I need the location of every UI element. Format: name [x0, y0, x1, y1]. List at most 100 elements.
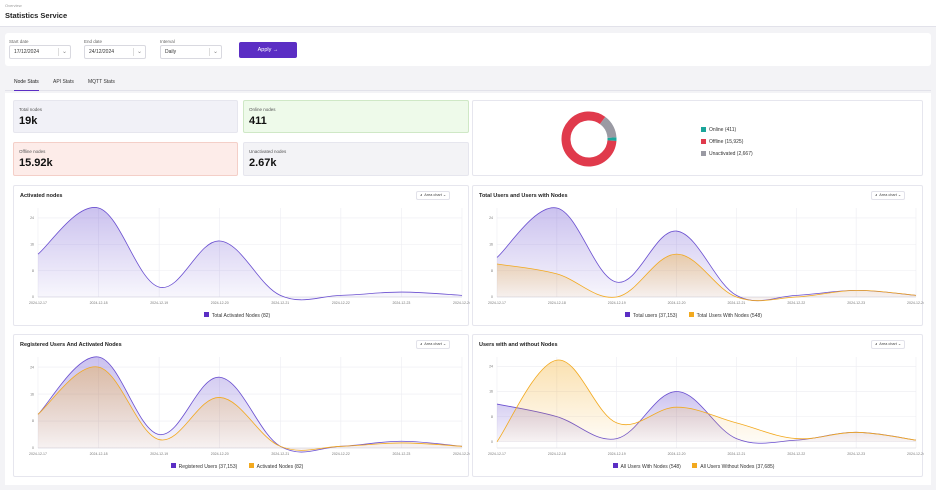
series-area [38, 366, 462, 451]
chart-icon: ◕ [420, 342, 423, 346]
start-date-label: Start date [9, 39, 29, 44]
legend-item-online[interactable]: Online (411) [701, 124, 753, 136]
x-tick-label: 2024-12-18 [90, 301, 108, 305]
online-nodes-card: Online nodes 411 [243, 100, 469, 133]
y-tick-label: 16 [30, 392, 34, 396]
x-tick-label: 2024-12-18 [90, 452, 108, 456]
tab-api-stats[interactable]: API Stats [53, 79, 74, 85]
apply-button[interactable]: Apply → [239, 42, 297, 58]
unactivated-nodes-card: Unactivated nodes 2.67k [243, 142, 469, 176]
x-tick-label: 2024-12-23 [392, 452, 410, 456]
y-tick-label: 8 [491, 415, 493, 419]
series-line[interactable] [37, 366, 463, 451]
legend-item[interactable]: All Users Without Nodes (37,685) [692, 463, 775, 470]
registered-users-card: Registered Users And Activated Nodes ◕ Ar… [13, 334, 470, 477]
node-status-donut-card: Online (411) Offline (15,925) Unactivate… [472, 100, 923, 176]
chart-type-select[interactable]: ◕ Area chart ⌄ [416, 191, 451, 200]
chart-legend: Total users (37,153) Total Users With No… [473, 312, 924, 319]
series-line[interactable] [37, 356, 463, 453]
total-users-chart: 0 8 16 24 2024-12-17 2024-12-18 2024-12-19 2024… [488, 207, 924, 305]
tab-node-stats[interactable]: Node Stats [14, 79, 39, 91]
page-header: Overview Statistics Service [0, 0, 936, 27]
unactivated-nodes-value: 2.67k [249, 157, 277, 169]
x-tick-label: 2024-12-20 [668, 452, 686, 456]
series-area [497, 359, 916, 442]
x-tick-label: 2024-12-22 [787, 301, 805, 305]
x-tick-label: 2024-12-17 [29, 301, 47, 305]
legend-label: Total Activated Nodes (82) [211, 312, 271, 319]
node-stats-panel: Total nodes 19k Online nodes 411 Offline… [5, 93, 931, 485]
interval-select[interactable]: Daily ⌄ [160, 45, 222, 59]
series-line[interactable] [37, 207, 463, 301]
legend-label: Activated Nodes (82) [256, 463, 304, 470]
chart-title: Total Users and Users with Nodes [479, 193, 568, 199]
x-tick-label: 2024-12-17 [488, 452, 506, 456]
x-tick-label: 2024-12-20 [668, 301, 686, 305]
legend-swatch [625, 312, 631, 317]
activated-nodes-chart: 0 8 16 24 2024-12-17 2024-12-18 2024-12-19 2024… [29, 207, 470, 305]
legend-label: All Users Without Nodes (37,685) [700, 463, 775, 470]
series-line[interactable] [496, 207, 917, 302]
x-tick-label: 2024-12-19 [608, 452, 626, 456]
legend-item[interactable]: Activated Nodes (82) [248, 463, 304, 470]
legend-item-offline[interactable]: Offline (15,925) [701, 136, 753, 148]
chart-type-select[interactable]: ◕ Area chart ⌄ [416, 340, 451, 349]
legend-label: Total Users With Nodes (548) [696, 312, 762, 319]
tab-mqtt-stats[interactable]: MQTT Stats [88, 79, 115, 85]
chart-title: Users with and without Nodes [479, 342, 558, 348]
x-tick-label: 2024-12-22 [787, 452, 805, 456]
series-line[interactable] [496, 253, 917, 302]
online-nodes-label: Online nodes [249, 107, 276, 112]
users-with-without-nodes-chart: 0 8 16 24 2024-12-17 2024-12-18 2024-12-19 2024… [488, 357, 924, 456]
chart-type-select[interactable]: ◕ Area chart ⌄ [871, 340, 906, 349]
legend-item[interactable]: Total Users With Nodes (548) [688, 312, 762, 319]
donut-slice-offline[interactable] [561, 111, 617, 167]
online-nodes-value: 411 [249, 115, 267, 127]
series-line[interactable] [496, 359, 917, 442]
legend-swatch [688, 312, 694, 317]
x-tick-label: 2024-12-22 [332, 301, 350, 305]
start-date-select[interactable]: 17/12/2024 ⌄ [9, 45, 71, 59]
legend-item-unactivated[interactable]: Unactivated (2,667) [701, 148, 753, 160]
chart-type-select[interactable]: ◕ Area chart ⌄ [871, 191, 906, 200]
users-with-without-nodes-card: Users with and without Nodes ◕ Area chart… [472, 334, 924, 477]
start-date-field: Start date 17/12/2024 ⌄ [9, 39, 71, 59]
chevron-down-icon: ⌄ [897, 342, 902, 346]
chevron-down-icon: ⌄ [212, 49, 218, 55]
legend-swatch [612, 463, 618, 468]
x-tick-label: 2024-12-24 [453, 452, 470, 456]
x-tick-label: 2024-12-21 [271, 452, 289, 456]
y-tick-label: 24 [30, 365, 34, 369]
y-tick-label: 8 [32, 269, 34, 273]
x-tick-label: 2024-12-18 [548, 452, 566, 456]
legend-item[interactable]: All Users With Nodes (548) [612, 463, 681, 470]
x-tick-label: 2024-12-19 [150, 301, 168, 305]
breadcrumb[interactable]: Overview [5, 3, 22, 8]
x-tick-label: 2024-12-23 [847, 301, 865, 305]
donut-slice-unactivated[interactable] [561, 111, 617, 167]
x-tick-label: 2024-12-24 [907, 452, 924, 456]
chart-icon: ◕ [875, 193, 878, 197]
chart-icon: ◕ [420, 193, 423, 197]
chart-type-label: Area chart [879, 342, 897, 346]
legend-item[interactable]: Registered Users (37,153) [170, 463, 237, 470]
x-tick-label: 2024-12-21 [727, 452, 745, 456]
y-tick-label: 8 [32, 419, 34, 423]
start-date-value: 17/12/2024 [14, 49, 40, 55]
chart-icon: ◕ [875, 342, 878, 346]
offline-nodes-value: 15.92k [19, 157, 53, 169]
y-tick-label: 0 [32, 295, 34, 299]
legend-item[interactable]: Total users (37,153) [625, 312, 677, 319]
chevron-down-icon: ⌄ [897, 193, 902, 197]
chart-type-label: Area chart [424, 193, 442, 197]
filter-bar: Start date 17/12/2024 ⌄ End date 24/12/20… [5, 33, 931, 66]
x-tick-label: 2024-12-17 [488, 301, 506, 305]
y-tick-label: 24 [489, 216, 493, 220]
legend-item[interactable]: Total Activated Nodes (82) [203, 312, 271, 319]
x-tick-label: 2024-12-23 [392, 301, 410, 305]
y-tick-label: 16 [30, 242, 34, 246]
total-nodes-card: Total nodes 19k [13, 100, 238, 133]
end-date-select[interactable]: 24/12/2024 ⌄ [84, 45, 146, 59]
series-area [497, 254, 916, 301]
x-tick-label: 2024-12-21 [271, 301, 289, 305]
